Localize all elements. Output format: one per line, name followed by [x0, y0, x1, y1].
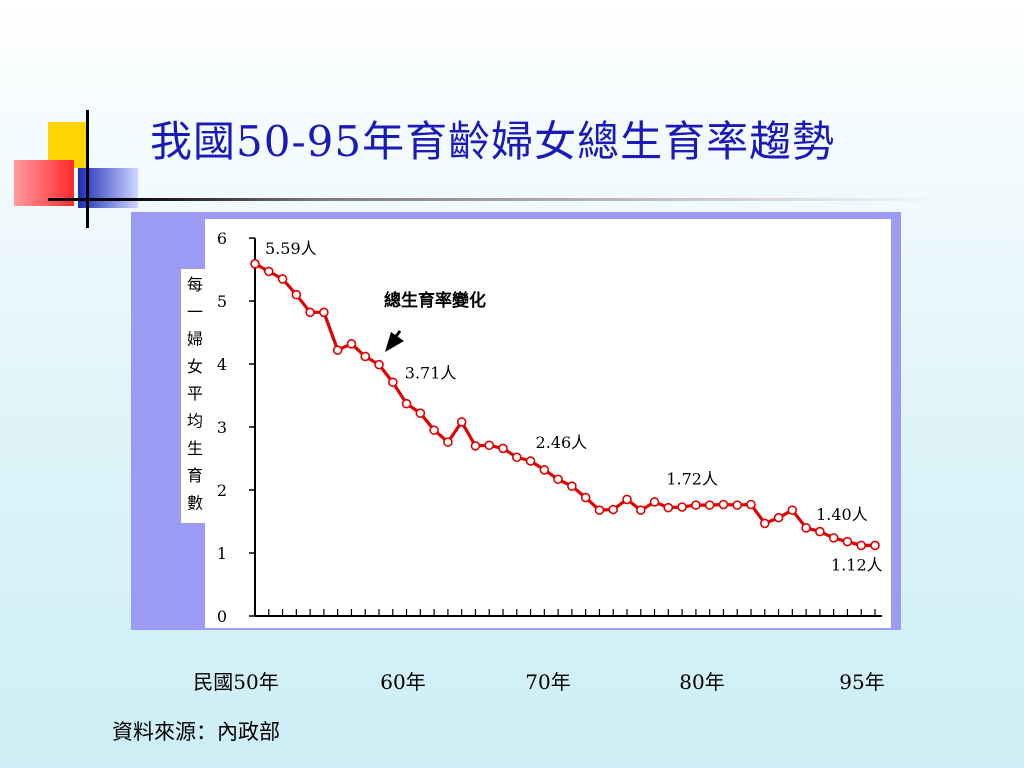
x-axis-label: 70年 — [525, 670, 570, 694]
decor-vertical-line — [86, 110, 89, 228]
data-point — [415, 408, 426, 418]
data-point — [856, 540, 867, 551]
data-point — [470, 441, 481, 451]
data-point — [787, 505, 798, 515]
data-point — [691, 500, 701, 510]
y-tick-label: 3 — [217, 418, 227, 437]
data-point — [443, 437, 453, 447]
y-axis-label-char: 每 — [187, 275, 203, 294]
data-point — [346, 339, 357, 349]
y-tick-label: 5 — [217, 292, 227, 311]
data-label: 1.72人 — [666, 470, 718, 489]
data-point — [374, 359, 384, 370]
data-point — [401, 398, 412, 409]
x-axis-label: 60年 — [380, 670, 425, 694]
data-point — [525, 456, 536, 466]
data-label: 1.12人 — [831, 555, 883, 574]
page-title: 我國50-95年育齡婦女總生育率趨勢 — [150, 117, 836, 166]
data-point — [773, 512, 784, 523]
y-axis-label-char: 平 — [187, 384, 203, 403]
data-label: 2.46人 — [536, 433, 588, 452]
data-label: 5.59人 — [265, 239, 317, 258]
data-point — [332, 345, 343, 355]
data-point — [746, 499, 756, 510]
annotation-arrow-head — [385, 332, 404, 352]
y-axis-label-char: 生 — [187, 439, 203, 458]
y-tick-label: 0 — [217, 607, 227, 626]
data-point — [594, 505, 605, 515]
data-point — [456, 417, 467, 427]
data-point — [704, 500, 715, 510]
data-point — [498, 443, 508, 454]
data-point — [387, 377, 398, 388]
data-point — [622, 494, 632, 505]
x-axis-label: 80年 — [679, 670, 724, 694]
y-axis-label-char: 女 — [187, 357, 203, 376]
data-point — [360, 351, 371, 362]
data-point — [580, 492, 591, 503]
decor-horizontal-line — [48, 198, 948, 201]
data-point — [511, 452, 522, 463]
data-point — [718, 499, 729, 510]
annotation-text: 總生育率變化 — [384, 290, 486, 311]
data-point — [567, 481, 577, 492]
data-point — [635, 505, 646, 515]
data-point — [305, 307, 315, 318]
x-axis-label: 95年 — [839, 670, 884, 694]
data-point — [553, 474, 563, 485]
data-point — [677, 502, 687, 512]
x-axis-label: 民國50年 — [193, 670, 278, 694]
y-tick-label: 2 — [217, 481, 227, 500]
series-line — [254, 262, 875, 548]
y-tick-label: 6 — [217, 229, 227, 248]
y-axis-label-char: 均 — [187, 412, 203, 431]
data-point — [870, 540, 880, 551]
data-point — [250, 259, 260, 269]
y-tick-label: 1 — [217, 544, 227, 563]
y-axis-label-char: 婦 — [187, 330, 203, 349]
data-label: 1.40人 — [816, 505, 868, 524]
data-point — [263, 266, 274, 277]
data-point — [429, 425, 439, 435]
data-point — [484, 440, 495, 451]
source-note: 資料來源：內政部 — [112, 720, 280, 744]
data-point — [801, 522, 811, 533]
data-label: 3.71人 — [405, 363, 457, 382]
data-point — [842, 536, 853, 547]
y-axis-label-char: 數 — [187, 493, 203, 512]
data-point — [759, 518, 770, 529]
data-point — [649, 497, 660, 507]
data-point — [732, 500, 743, 510]
y-axis-label-box — [181, 269, 209, 523]
y-tick-label: 4 — [217, 355, 227, 374]
data-point — [291, 289, 302, 300]
data-point — [828, 533, 839, 543]
data-point — [277, 274, 288, 284]
data-point — [608, 504, 619, 515]
y-axis-label-char: 育 — [187, 466, 203, 485]
y-axis-label-char: 一 — [187, 302, 203, 321]
data-point — [815, 526, 825, 537]
data-point — [319, 307, 329, 318]
data-point — [663, 502, 674, 513]
plot-area — [205, 219, 891, 628]
data-point — [539, 465, 550, 475]
